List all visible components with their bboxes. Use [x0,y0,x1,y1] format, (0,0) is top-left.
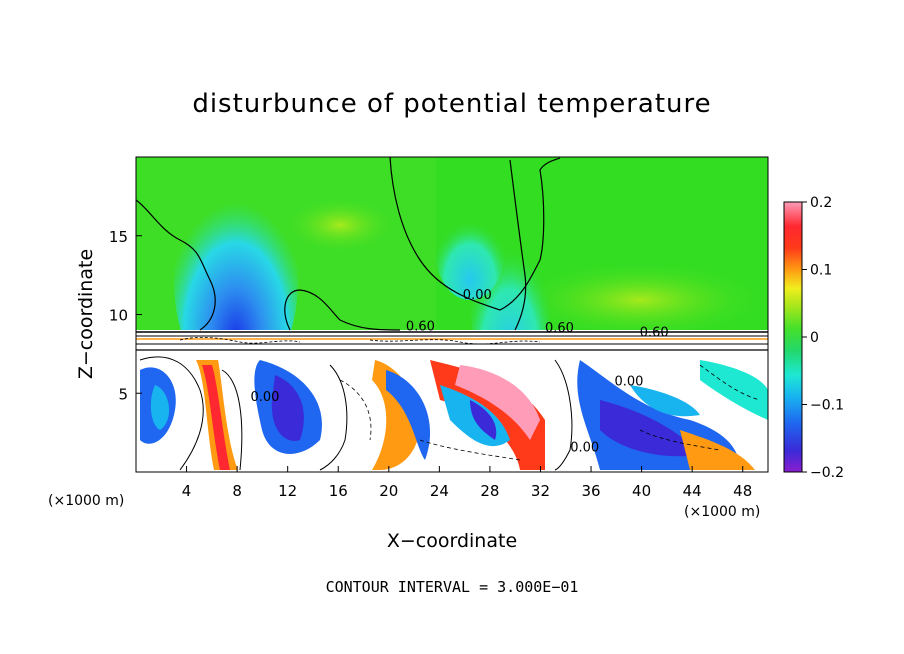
contour-line [639,429,721,451]
contour-interval-note: CONTOUR INTERVAL = 3.000E−01 [326,578,579,596]
contour-label: 0.00 [463,288,492,303]
contour-label: 0.60 [406,319,435,334]
x-unit-left: (×1000 m) [48,493,124,509]
cold-cell [271,375,304,441]
contour-line [179,336,301,344]
x-tick-label: 12 [278,482,297,500]
x-tick-label: 20 [379,482,398,500]
x-tick-label: 28 [480,482,499,500]
colorbar [783,201,803,473]
y-tick-label: 10 [109,307,128,325]
x-axis-ticks: 4 8 12 16 20 24 28 32 36 40 44 48 [182,466,752,500]
contour-line [319,364,348,471]
warm-cell [680,430,755,470]
contour-line [221,369,243,471]
contour-line [419,439,521,461]
x-tick-label: 40 [632,482,651,500]
x-tick-label: 32 [531,482,550,500]
contour-line [139,356,204,471]
contour-label: 0.60 [545,321,574,336]
colorbar-tick-label: 0.2 [810,195,832,211]
x-tick-label: 44 [683,482,702,500]
contour-labels: 0.60 0.60 0.60 0.00 0.00 0.00 0.00 [250,288,668,456]
warm-cell [202,365,230,470]
contour-line [554,359,573,471]
cold-cell [700,360,768,420]
x-tick-label: 8 [232,482,242,500]
colorbar-tick-label: −0.1 [810,398,844,414]
zero-contour-mid [284,289,401,331]
cold-cell [386,370,431,460]
contour-label: 0.00 [570,441,599,456]
warm-anomaly-region-2 [280,195,400,255]
y-axis-label: Z−coordinate [75,249,97,379]
y-axis-ticks: 5 10 15 [109,228,142,403]
y-tick-label: 15 [109,228,128,246]
y-tick-label: 5 [118,385,128,403]
x-tick-label: 16 [329,482,348,500]
warm-anomaly-region [510,260,768,340]
colorbar-tick-label: −0.2 [810,465,844,481]
x-tick-label: 48 [733,482,752,500]
x-unit-right: (×1000 m) [684,504,760,520]
cold-cell [600,400,700,457]
contour-line [369,339,541,345]
plot-area [136,157,768,472]
cold-plume-mid-2 [435,200,505,300]
colorbar-ticks: 0.2 0.1 0 −0.1 −0.2 [802,195,844,481]
zero-contour-left [136,199,216,331]
contour-label: 0.00 [614,374,643,389]
zero-contour-spike [509,159,527,331]
cold-cell [630,385,700,417]
x-tick-label: 24 [430,482,449,500]
x-tick-label: 4 [182,482,192,500]
contour-label: 0.00 [250,390,279,405]
colorbar-tick-label: 0 [810,330,819,346]
cold-cell [150,385,170,430]
warm-cell [455,365,540,440]
cold-cell [470,400,497,440]
x-axis-label: X−coordinate [387,530,517,552]
chart-title: disturbunce of potential temperature [192,89,711,119]
x-tick-label: 36 [581,482,600,500]
contour-line [699,364,761,401]
colorbar-tick-label: 0.1 [810,263,832,279]
contour-label: 0.60 [640,326,669,341]
contour-line [339,379,372,441]
zero-contour-upper [389,157,561,311]
